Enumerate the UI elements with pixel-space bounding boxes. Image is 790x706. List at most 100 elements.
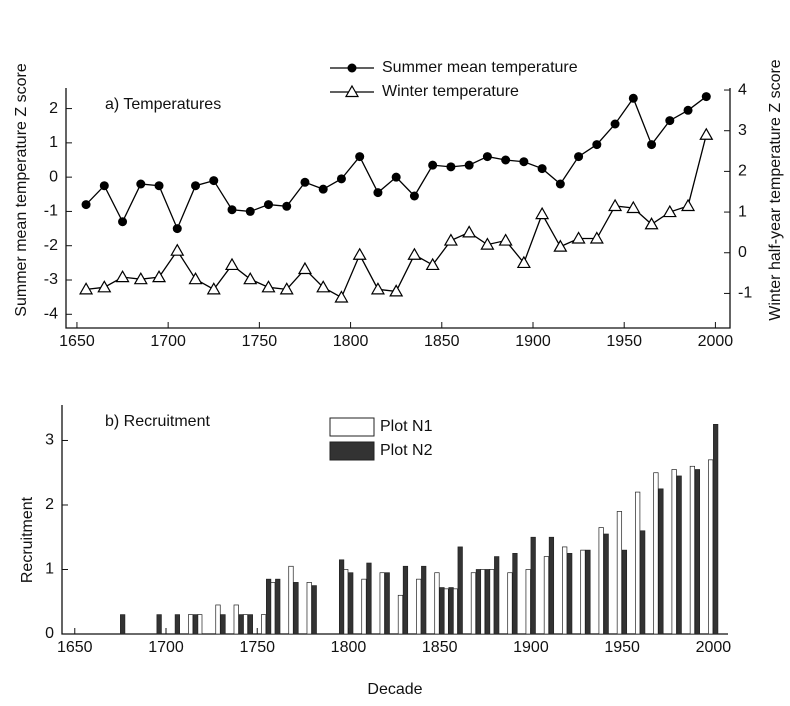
- bar: [448, 587, 454, 635]
- marker: [115, 269, 130, 283]
- bar: [421, 565, 427, 635]
- panel-title: b) Recruitment: [105, 413, 210, 430]
- bar: [439, 587, 445, 635]
- bar: [188, 614, 194, 635]
- marker: [318, 184, 328, 194]
- marker: [373, 188, 383, 198]
- marker: [224, 257, 240, 271]
- marker: [172, 224, 182, 234]
- marker: [446, 162, 456, 172]
- legend-swatch: [329, 417, 375, 437]
- bar: [174, 614, 180, 635]
- marker: [99, 181, 109, 191]
- marker: [555, 179, 565, 189]
- marker: [227, 205, 237, 215]
- marker: [610, 119, 620, 129]
- x-tick-label: 1850: [422, 639, 458, 656]
- x-tick-label: 1750: [239, 639, 275, 656]
- panel-title: a) Temperatures: [105, 96, 221, 113]
- y-tick-label: -2: [44, 237, 58, 254]
- marker: [118, 217, 128, 227]
- marker: [681, 198, 696, 212]
- x-tick-label: 2000: [696, 639, 732, 656]
- line: [85, 134, 707, 299]
- marker: [300, 177, 310, 187]
- marker: [279, 282, 294, 295]
- bar: [233, 604, 239, 635]
- bar: [562, 546, 568, 635]
- marker: [589, 231, 604, 244]
- y2-tick-label: 4: [738, 81, 747, 98]
- bar: [338, 559, 345, 635]
- y2-tick-label: 3: [738, 122, 747, 139]
- bar: [603, 533, 609, 635]
- marker: [191, 181, 201, 191]
- y-axis-label: Summer mean temperature Z score: [13, 63, 30, 317]
- bar: [397, 594, 404, 635]
- marker: [553, 239, 568, 252]
- marker: [352, 247, 367, 260]
- bar: [457, 546, 463, 635]
- bar: [288, 565, 294, 635]
- marker: [389, 284, 404, 297]
- marker: [206, 282, 221, 295]
- bar: [598, 527, 604, 635]
- y-tick-label: 1: [45, 561, 54, 578]
- bar: [484, 569, 491, 635]
- marker: [336, 174, 346, 184]
- bar: [366, 562, 372, 635]
- bar: [567, 553, 573, 635]
- y-axis-label: Recruitment: [19, 496, 36, 583]
- bar: [507, 572, 513, 635]
- bar: [275, 578, 281, 635]
- marker: [245, 206, 255, 216]
- bar: [616, 511, 623, 635]
- bar: [247, 614, 253, 635]
- bar: [640, 530, 646, 635]
- marker: [683, 105, 693, 115]
- bar: [475, 569, 482, 635]
- bar: [694, 469, 701, 635]
- y-tick-label: 2: [45, 496, 54, 513]
- marker: [407, 247, 422, 260]
- marker: [347, 63, 357, 73]
- bar: [658, 488, 664, 635]
- x-tick-label: 1850: [424, 333, 460, 350]
- marker: [662, 204, 677, 218]
- bar: [361, 578, 367, 635]
- bar: [512, 553, 518, 635]
- x-tick-label: 1800: [331, 639, 367, 656]
- marker: [243, 271, 258, 285]
- x-tick-label: 1800: [333, 333, 369, 350]
- y-tick-label: 2: [49, 100, 58, 117]
- bar: [621, 549, 628, 635]
- x-tick-label: 1700: [150, 333, 186, 350]
- y-tick-label: -3: [44, 271, 58, 288]
- bar: [402, 565, 409, 635]
- marker: [443, 233, 458, 246]
- marker: [516, 255, 531, 269]
- y-tick-label: 0: [45, 625, 54, 642]
- marker: [665, 116, 675, 126]
- bar: [494, 556, 500, 635]
- marker: [462, 225, 477, 238]
- y2-tick-label: -1: [738, 285, 752, 302]
- marker: [701, 92, 711, 102]
- bar: [120, 614, 126, 635]
- marker: [464, 160, 474, 170]
- bar: [261, 614, 267, 635]
- marker: [482, 152, 492, 162]
- bar: [676, 475, 682, 635]
- legend-label: Summer mean temperature: [382, 59, 578, 76]
- marker: [297, 261, 313, 275]
- legend-label: Plot N2: [380, 442, 433, 459]
- bar: [293, 582, 299, 635]
- bar: [653, 472, 659, 635]
- y2-axis-label: Winter half-year temperature Z score: [767, 59, 784, 321]
- y2-tick-label: 1: [738, 203, 747, 220]
- bar: [530, 536, 536, 635]
- marker: [170, 243, 185, 256]
- marker: [151, 269, 167, 283]
- x-tick-label: 2000: [698, 333, 734, 350]
